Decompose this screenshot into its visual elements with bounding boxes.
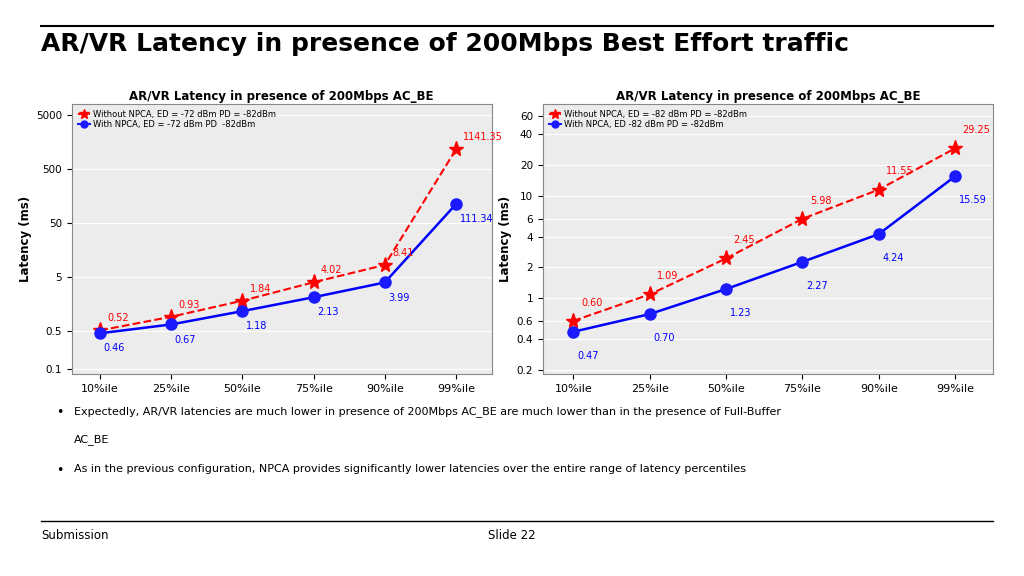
Text: 111.34: 111.34 (460, 214, 494, 224)
Title: AR/VR Latency in presence of 200Mbps AC_BE: AR/VR Latency in presence of 200Mbps AC_… (129, 89, 434, 103)
Text: 5.98: 5.98 (810, 195, 831, 206)
Text: 0.47: 0.47 (578, 351, 599, 361)
Text: 2.13: 2.13 (317, 308, 339, 317)
Text: 0.52: 0.52 (108, 313, 129, 323)
Text: 0.93: 0.93 (178, 300, 200, 310)
Text: 1.23: 1.23 (730, 308, 752, 318)
Text: 11.55: 11.55 (887, 166, 914, 176)
Text: AR/VR Latency in presence of 200Mbps Best Effort traffic: AR/VR Latency in presence of 200Mbps Bes… (41, 32, 849, 56)
Text: 0.67: 0.67 (175, 335, 197, 344)
Text: 3.99: 3.99 (388, 293, 410, 302)
Text: •: • (56, 406, 63, 419)
Text: Slide 22: Slide 22 (488, 529, 536, 542)
Text: 1.84: 1.84 (250, 283, 271, 294)
Text: 15.59: 15.59 (958, 195, 987, 206)
Y-axis label: Latency (ms): Latency (ms) (18, 196, 32, 282)
Text: 2.45: 2.45 (733, 235, 756, 245)
Text: 2.27: 2.27 (806, 281, 828, 291)
Text: 4.24: 4.24 (883, 253, 904, 263)
Text: 0.46: 0.46 (103, 343, 125, 354)
Legend: Without NPCA, ED = -82 dBm PD = -82dBm, With NPCA, ED -82 dBm PD = -82dBm: Without NPCA, ED = -82 dBm PD = -82dBm, … (547, 108, 749, 131)
Y-axis label: Latency (ms): Latency (ms) (500, 196, 512, 282)
Title: AR/VR Latency in presence of 200Mbps AC_BE: AR/VR Latency in presence of 200Mbps AC_… (615, 89, 921, 103)
Text: 1141.35: 1141.35 (463, 132, 503, 142)
Text: 1.18: 1.18 (246, 321, 267, 331)
Text: 1.09: 1.09 (657, 271, 679, 281)
Text: •: • (56, 464, 63, 477)
Text: AC_BE: AC_BE (74, 434, 110, 445)
Text: 0.70: 0.70 (653, 334, 675, 343)
Text: As in the previous configuration, NPCA provides significantly lower latencies ov: As in the previous configuration, NPCA p… (74, 464, 745, 473)
Text: Expectedly, AR/VR latencies are much lower in presence of 200Mbps AC_BE are much: Expectedly, AR/VR latencies are much low… (74, 406, 780, 417)
Legend: Without NPCA, ED = -72 dBm PD = -82dBm, With NPCA, ED = -72 dBm PD  -82dBm: Without NPCA, ED = -72 dBm PD = -82dBm, … (76, 108, 278, 131)
Text: Submission: Submission (41, 529, 109, 542)
Text: 4.02: 4.02 (321, 265, 342, 275)
Text: 0.60: 0.60 (581, 298, 602, 308)
Text: 8.41: 8.41 (392, 248, 414, 258)
Text: 29.25: 29.25 (963, 125, 990, 135)
